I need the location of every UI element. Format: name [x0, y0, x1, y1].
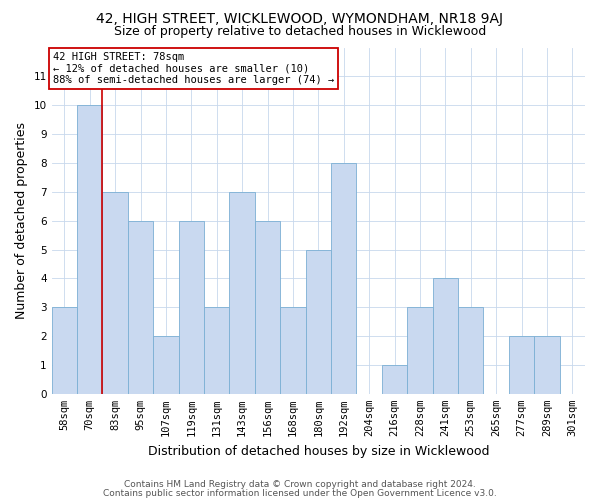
Text: Contains HM Land Registry data © Crown copyright and database right 2024.: Contains HM Land Registry data © Crown c…: [124, 480, 476, 489]
Bar: [77, 105, 103, 394]
Bar: [509, 336, 534, 394]
Bar: [305, 250, 331, 394]
Bar: [433, 278, 458, 394]
Bar: [128, 220, 153, 394]
X-axis label: Distribution of detached houses by size in Wicklewood: Distribution of detached houses by size …: [148, 444, 489, 458]
Bar: [204, 307, 229, 394]
Bar: [153, 336, 179, 394]
Bar: [458, 307, 484, 394]
Bar: [255, 220, 280, 394]
Bar: [331, 163, 356, 394]
Y-axis label: Number of detached properties: Number of detached properties: [15, 122, 28, 319]
Bar: [280, 307, 305, 394]
Bar: [534, 336, 560, 394]
Bar: [229, 192, 255, 394]
Text: Size of property relative to detached houses in Wicklewood: Size of property relative to detached ho…: [114, 25, 486, 38]
Text: Contains public sector information licensed under the Open Government Licence v3: Contains public sector information licen…: [103, 488, 497, 498]
Bar: [103, 192, 128, 394]
Bar: [179, 220, 204, 394]
Bar: [382, 365, 407, 394]
Bar: [52, 307, 77, 394]
Text: 42, HIGH STREET, WICKLEWOOD, WYMONDHAM, NR18 9AJ: 42, HIGH STREET, WICKLEWOOD, WYMONDHAM, …: [97, 12, 503, 26]
Bar: [407, 307, 433, 394]
Text: 42 HIGH STREET: 78sqm
← 12% of detached houses are smaller (10)
88% of semi-deta: 42 HIGH STREET: 78sqm ← 12% of detached …: [53, 52, 334, 85]
